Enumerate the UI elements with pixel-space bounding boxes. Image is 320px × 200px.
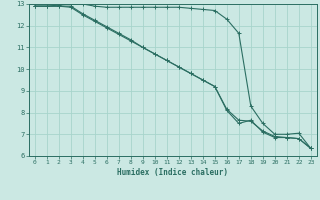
X-axis label: Humidex (Indice chaleur): Humidex (Indice chaleur) [117,168,228,177]
